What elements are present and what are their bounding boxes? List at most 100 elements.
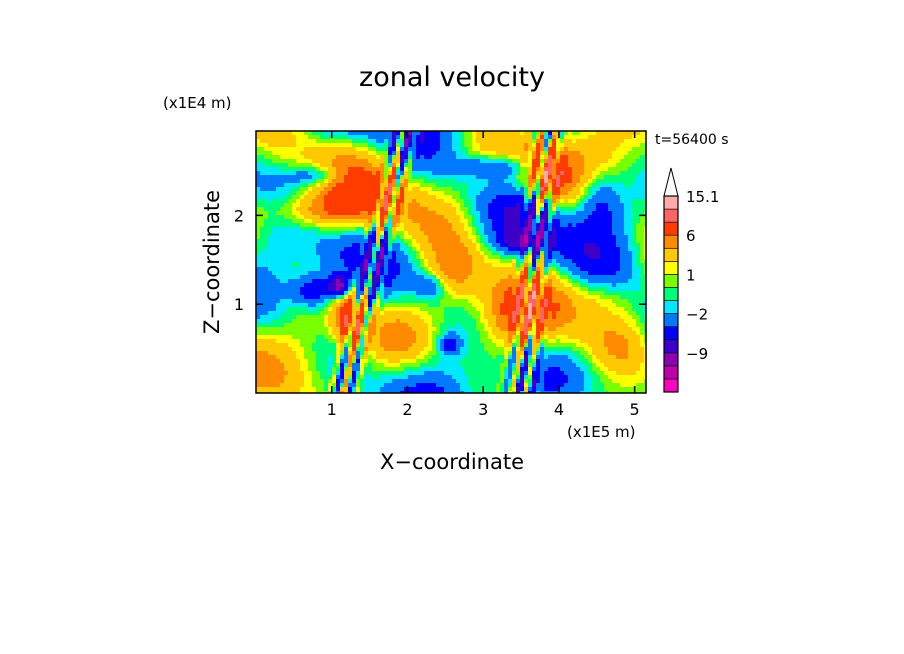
heatmap-cell [456, 167, 461, 172]
heatmap-cell [276, 311, 281, 316]
heatmap-cell [620, 155, 625, 160]
heatmap-cell [548, 283, 553, 288]
heatmap-cell [468, 319, 473, 324]
heatmap-cell [544, 159, 549, 164]
heatmap-cell [260, 279, 265, 284]
heatmap-cell [524, 175, 529, 180]
heatmap-cell [520, 143, 525, 148]
heatmap-cell [404, 207, 409, 212]
heatmap-cell [412, 291, 417, 296]
heatmap-cell [356, 203, 361, 208]
heatmap-cell [556, 155, 561, 160]
heatmap-cell [576, 219, 581, 224]
heatmap-cell [284, 199, 289, 204]
heatmap-cell [560, 227, 565, 232]
heatmap-cell [264, 283, 269, 288]
heatmap-cell [476, 179, 481, 184]
heatmap-cell [368, 247, 373, 252]
heatmap-cell [400, 131, 405, 136]
heatmap-cell [576, 295, 581, 300]
heatmap-cell [476, 255, 481, 260]
heatmap-cell [268, 279, 273, 284]
heatmap-cell [620, 259, 625, 264]
heatmap-cell [540, 223, 545, 228]
heatmap-cell [592, 167, 597, 172]
heatmap-cell [596, 191, 601, 196]
heatmap-cell [564, 239, 569, 244]
heatmap-cell [364, 283, 369, 288]
heatmap-cell [580, 283, 585, 288]
heatmap-cell [336, 147, 341, 152]
heatmap-cell [620, 295, 625, 300]
heatmap-cell [388, 255, 393, 260]
heatmap-cell [584, 291, 589, 296]
heatmap-cell [440, 187, 445, 192]
heatmap-cell [392, 311, 397, 316]
heatmap-cell [488, 291, 493, 296]
heatmap-cell [328, 175, 333, 180]
heatmap-cell [548, 183, 553, 188]
heatmap-cell [464, 207, 469, 212]
heatmap-cell [280, 247, 285, 252]
heatmap-cell [376, 311, 381, 316]
heatmap-cell [552, 219, 557, 224]
heatmap-cell [308, 143, 313, 148]
heatmap-cell [268, 191, 273, 196]
heatmap-cell [440, 191, 445, 196]
heatmap-cell [472, 319, 477, 324]
heatmap-cell [412, 219, 417, 224]
heatmap-cell [476, 267, 481, 272]
heatmap-cell [328, 191, 333, 196]
heatmap-cell [432, 271, 437, 276]
heatmap-cell [268, 235, 273, 240]
heatmap-cell [632, 275, 637, 280]
heatmap-cell [460, 263, 465, 268]
heatmap-cell [444, 319, 449, 324]
heatmap-cell [364, 247, 369, 252]
heatmap-cell [332, 239, 337, 244]
heatmap-cell [472, 299, 477, 304]
heatmap-cell [484, 183, 489, 188]
heatmap-cell [428, 243, 433, 248]
heatmap-cell [540, 299, 545, 304]
heatmap-cell [404, 143, 409, 148]
heatmap-cell [448, 175, 453, 180]
heatmap-cell [424, 295, 429, 300]
heatmap-cell [540, 279, 545, 284]
heatmap-cell [292, 283, 297, 288]
heatmap-cell [416, 287, 421, 292]
heatmap-cell [400, 255, 405, 260]
heatmap-cell [280, 187, 285, 192]
heatmap-cell [332, 147, 337, 152]
heatmap-cell [352, 159, 357, 164]
heatmap-cell [428, 183, 433, 188]
heatmap-cell [440, 319, 445, 324]
heatmap-cell [332, 143, 337, 148]
heatmap-cell [596, 203, 601, 208]
heatmap-cell [444, 251, 449, 256]
heatmap-cell [296, 199, 301, 204]
heatmap-cell [336, 199, 341, 204]
heatmap-cell [624, 211, 629, 216]
heatmap-cell [528, 283, 533, 288]
heatmap-cell [372, 203, 377, 208]
heatmap-cell [516, 231, 521, 236]
heatmap-cell [508, 179, 513, 184]
heatmap-cell [332, 247, 337, 252]
heatmap-cell [580, 183, 585, 188]
heatmap-cell [384, 299, 389, 304]
heatmap-cell [556, 163, 561, 168]
heatmap-cell [284, 143, 289, 148]
heatmap-cell [492, 279, 497, 284]
heatmap-cell [516, 319, 521, 324]
heatmap-cell [396, 311, 401, 316]
heatmap-cell [532, 271, 537, 276]
heatmap-cell [508, 211, 513, 216]
heatmap-cell [320, 167, 325, 172]
heatmap-cell [500, 331, 505, 336]
heatmap-cell [396, 159, 401, 164]
heatmap-cell [368, 143, 373, 148]
heatmap-cell [256, 219, 261, 224]
heatmap-cell [276, 183, 281, 188]
heatmap-cell [604, 271, 609, 276]
